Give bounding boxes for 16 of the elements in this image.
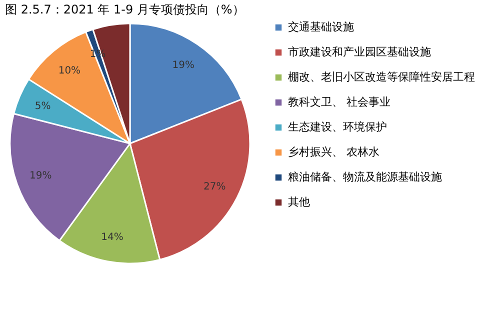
chart-title: 图 2.5.7：2021 年 1-9 月专项债投向（%） (5, 2, 244, 16)
data-label: 19% (172, 60, 195, 71)
legend-label: 其他 (288, 196, 310, 208)
legend-label: 乡村振兴、 农林水 (288, 146, 380, 158)
data-label: 19% (30, 170, 52, 182)
data-label: 10% (58, 65, 81, 76)
data-label: 1% (90, 49, 106, 60)
legend-label: 交通基础设施 (288, 20, 354, 34)
data-label: 27% (204, 182, 226, 193)
legend-label: 粮油储备、物流及能源基础设施 (288, 170, 442, 184)
legend-label: 棚改、老旧小区改造等保障性安居工程 (288, 70, 475, 84)
legend-label: 教科文卫、 社会事业 (288, 96, 390, 108)
data-label: 14% (101, 232, 124, 243)
data-label: 5% (34, 100, 51, 112)
legend-label: 市政建设和产业园区基础设施 (288, 46, 431, 58)
legend-label: 生态建设、环境保护 (288, 120, 387, 134)
